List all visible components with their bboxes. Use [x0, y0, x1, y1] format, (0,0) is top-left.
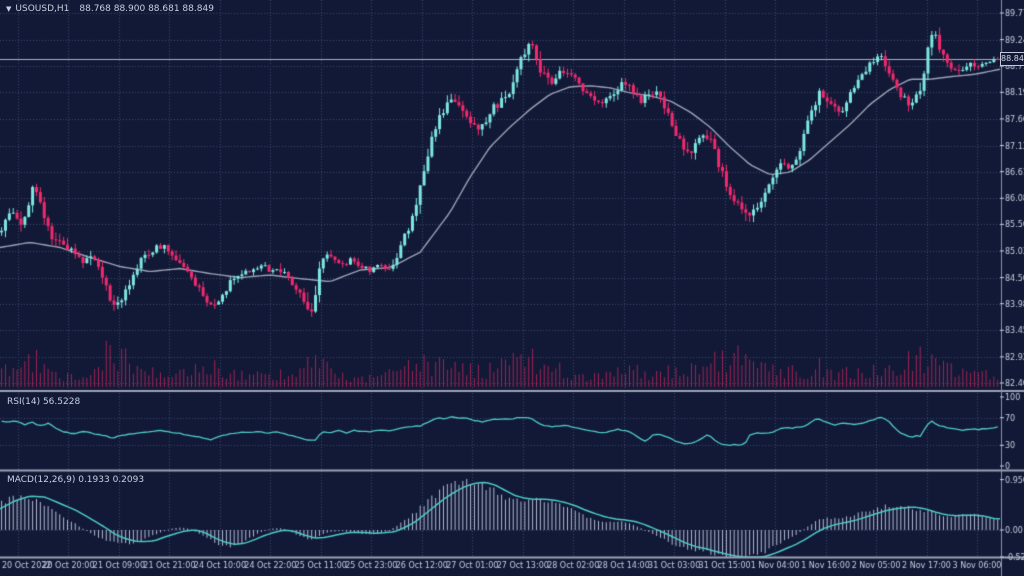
symbol-dropdown-icon[interactable]: ▼ [6, 5, 12, 13]
symbol-timeframe-label: USOUSD,H1 [15, 4, 70, 14]
macd-pane-label: MACD(12,26,9) 0.1933 0.2093 [7, 475, 145, 485]
chart-title-bar: ▼ USOUSD,H1 88.768 88.900 88.681 88.849 [6, 3, 214, 15]
current-price-tag: 88.849 [1000, 52, 1024, 66]
rsi-pane-label: RSI(14) 56.5228 [7, 397, 81, 407]
ohlc-values-label: 88.768 88.900 88.681 88.849 [79, 4, 214, 14]
